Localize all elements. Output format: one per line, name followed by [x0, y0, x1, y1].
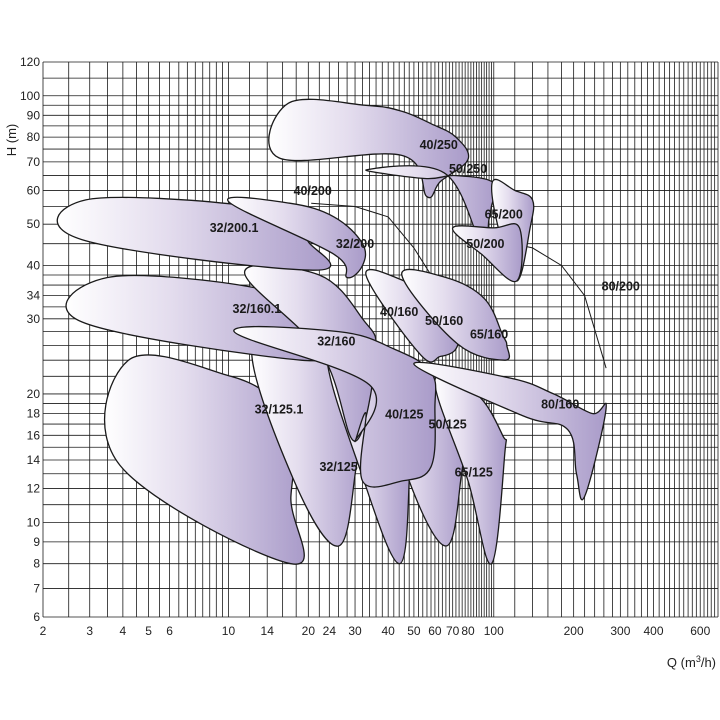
- y-tick-label: 10: [27, 515, 41, 529]
- region-32-200: [227, 196, 367, 279]
- region-label: 50/200: [466, 237, 504, 251]
- x-axis-title-sup: 3: [696, 654, 701, 664]
- region-label: 32/160.1: [233, 302, 282, 316]
- x-tick-label: 300: [610, 624, 630, 638]
- region-80-160: [413, 361, 607, 501]
- x-tick-label: 100: [484, 624, 504, 638]
- curve-label: 40/200: [294, 184, 332, 198]
- x-tick-label: 50: [407, 624, 421, 638]
- x-tick-label: 20: [302, 624, 316, 638]
- y-tick-label: 6: [33, 610, 40, 624]
- y-tick-label: 80: [27, 130, 41, 144]
- x-axis-title-text: Q (m: [667, 655, 696, 670]
- y-tick-label: 16: [27, 428, 41, 442]
- y-tick-label: 12: [27, 482, 41, 496]
- x-tick-label: 60: [428, 624, 442, 638]
- x-axis-title: Q (m3/h): [667, 654, 716, 670]
- x-tick-label: 200: [564, 624, 584, 638]
- x-tick-label: 4: [120, 624, 127, 638]
- region-label: 32/125.1: [255, 402, 304, 416]
- region-40-250: [268, 98, 470, 199]
- region-50-200: [452, 223, 523, 283]
- region-65-160: [401, 268, 511, 361]
- curve-label: 80/200: [602, 279, 640, 293]
- y-tick-label: 8: [33, 557, 40, 571]
- x-tick-label: 80: [461, 624, 475, 638]
- region-label: 40/125: [385, 408, 423, 422]
- x-tick-labels: 2 3 4 5 6 10 14 20 24 30 40 50 60 70 80 100 200 300 400 600: [40, 624, 711, 638]
- x-tick-label: 10: [222, 624, 236, 638]
- x-tick-label: 400: [644, 624, 664, 638]
- y-tick-label: 34: [27, 289, 41, 303]
- y-tick-label: 60: [27, 183, 41, 197]
- region-label: 32/200: [336, 237, 374, 251]
- region-label: 65/200: [485, 208, 523, 222]
- y-tick-label: 40: [27, 259, 41, 273]
- x-tick-label: 40: [382, 624, 396, 638]
- x-tick-label: 24: [323, 624, 337, 638]
- y-tick-label: 9: [33, 535, 40, 549]
- x-tick-label: 3: [86, 624, 93, 638]
- y-axis-title: H (m): [4, 124, 19, 157]
- pump-regions: [56, 98, 607, 565]
- x-tick-label: 70: [446, 624, 460, 638]
- x-tick-label: 600: [690, 624, 710, 638]
- region-label: 50/160: [425, 314, 463, 328]
- region-label: 40/160: [380, 305, 418, 319]
- y-tick-label: 30: [27, 312, 41, 326]
- model-labels: 40/200 80/200 32/125.1 32/125 40/125 50/125 65…: [210, 138, 640, 480]
- x-tick-label: 2: [40, 624, 47, 638]
- y-tick-label: 14: [27, 453, 41, 467]
- y-tick-label: 120: [20, 55, 40, 69]
- y-tick-label: 20: [27, 387, 41, 401]
- x-tick-label: 14: [261, 624, 275, 638]
- region-label: 32/125: [319, 460, 357, 474]
- y-tick-label: 18: [27, 406, 41, 420]
- region-40-160: [233, 325, 437, 488]
- x-axis-title-tail: /h): [701, 655, 716, 670]
- x-tick-label: 5: [145, 624, 152, 638]
- y-tick-label: 100: [20, 89, 40, 103]
- region-label: 32/200.1: [210, 221, 259, 235]
- x-tick-label: 6: [166, 624, 173, 638]
- region-label: 50/250: [449, 162, 487, 176]
- y-tick-label: 90: [27, 108, 41, 122]
- y-tick-label: 70: [27, 155, 41, 169]
- y-tick-label: 50: [27, 217, 41, 231]
- region-label: 50/125: [429, 417, 467, 431]
- region-label: 80/160: [541, 397, 579, 411]
- region-label: 65/125: [455, 466, 493, 480]
- y-tick-labels: 6 7 8 9 10 12 14 16 18 20 30 34 40 50 60 70 80 90 100 120: [20, 55, 40, 624]
- y-tick-label: 7: [33, 581, 40, 595]
- region-label: 32/160: [317, 334, 355, 348]
- region-label: 40/250: [420, 138, 458, 152]
- x-tick-label: 30: [348, 624, 362, 638]
- region-label: 65/160: [470, 327, 508, 341]
